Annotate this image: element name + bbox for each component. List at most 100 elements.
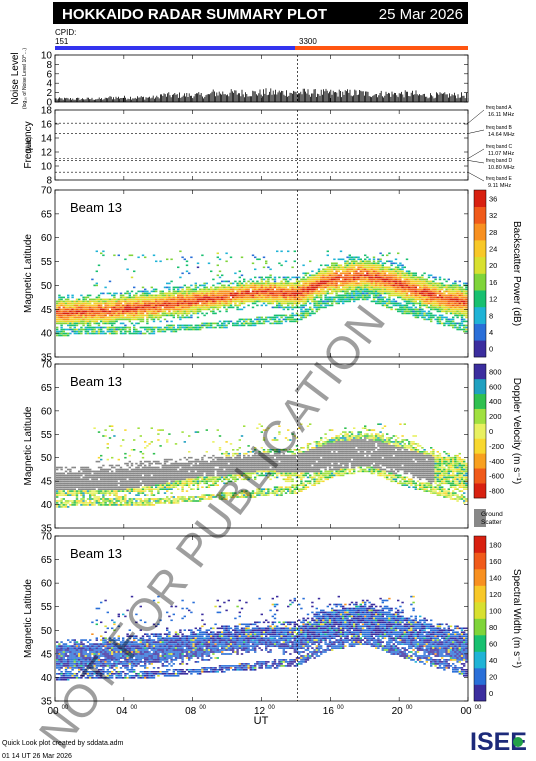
colorbar-tick-label: -200 [489,442,504,451]
colorbar-tick-label: 0 [489,427,493,436]
colorbar-swatch [474,223,486,241]
y-tick-label: 60 [41,579,53,590]
colorbar-swatch [474,618,486,636]
frequency-band-leader [467,129,485,134]
frequency-band-name: freq band B [486,125,513,131]
y-axis-label: Noise Level [10,52,21,104]
y-tick-label: 35 [41,353,53,364]
y-tick-label: 14 [41,134,53,145]
x-tick-sup: 00 [337,705,344,711]
beam-label: Beam 13 [70,374,122,389]
y-tick-label: 50 [41,281,53,292]
ground-scatter-label: Ground [481,511,503,518]
x-tick-sup: 00 [130,705,137,711]
frequency-band-value: 11.07 MHz [488,151,514,157]
colorbar-label: Backscatter Power (dB) [511,221,522,326]
colorbar-tick-label: 0 [489,345,493,354]
y-axis-label: Magnetic Latitude [23,579,34,658]
colorbar-swatch [474,684,486,702]
colorbar-tick-label: 4 [489,328,493,337]
y-tick-label: 65 [41,209,53,220]
y-tick-label: 10 [41,162,53,173]
frequency-band-name: freq band E [486,176,513,182]
colorbar-tick-label: 36 [489,194,497,203]
y-tick-label: 45 [41,477,53,488]
echo-field [56,595,468,681]
colorbar-frame [473,535,487,702]
colorbar-tick-label: 800 [489,367,502,376]
y-tick-label: 65 [41,555,53,566]
colorbar-swatch [474,569,486,586]
colorbar-swatch [474,240,486,258]
ground-scatter-label: Scatter [481,519,502,526]
colorbar-swatch [474,602,486,619]
colorbar-tick-label: 32 [489,211,497,220]
y-axis-unit: (MHz) [27,137,33,153]
colorbar-tick-label: 20 [489,261,497,270]
colorbar-tick-label: 100 [489,606,502,615]
colorbar-swatch [474,438,486,454]
x-tick-label: 16 [323,706,335,717]
y-axis-sublabel: (log₁₀ of Noise Level 10^…) [22,48,28,109]
colorbar-tick-label: 160 [489,557,502,566]
colorbar-tick-label: -400 [489,457,504,466]
colorbar-swatch [474,408,486,424]
doppler-velocity-panel: 35 40 45 50 55 60 65 70 Magnetic Latitude Beam 13… [23,360,522,535]
frequency-panel: 8 10 12 14 16 18 Frequency(MHz) freq band A16.1… [23,105,515,189]
y-tick-label: 35 [41,697,53,708]
colorbar-swatch [474,306,486,324]
colorbar-frame [473,189,487,358]
y-tick-label: 0 [46,98,52,109]
y-tick-label: 60 [41,406,53,417]
colorbar-tick-label: 120 [489,590,502,599]
colorbar-label: Spectral Width (m s⁻¹) [511,569,522,668]
colorbar-swatch [474,290,486,308]
frequency-band-value: 14.64 MHz [488,132,515,138]
y-tick-label: 12 [41,148,53,159]
cpid-value-second: 3300 [299,37,317,46]
colorbar-swatch [474,468,486,484]
y-tick-label: 50 [41,626,53,637]
y-tick-label: 35 [41,524,53,535]
colorbar-swatch [474,483,486,499]
frequency-band-leader [467,109,485,124]
colorbar-swatch [474,668,486,685]
cpid-value-first: 151 [55,37,69,46]
colorbar-swatch [474,393,486,409]
y-tick-label: 70 [41,532,53,543]
x-tick-sup: 00 [406,705,413,711]
y-tick-label: 55 [41,430,53,441]
x-tick-sup: 00 [199,705,206,711]
y-tick-label: 40 [41,500,53,511]
y-tick-label: 16 [41,120,53,131]
x-tick-label: 04 [116,706,128,717]
footer-timestamp: 01 14 UT 26 Mar 2026 [2,753,72,760]
colorbar-tick-label: 40 [489,656,497,665]
colorbar-tick-label: 600 [489,382,502,391]
colorbar-swatch [474,323,486,341]
colorbar-tick-label: 60 [489,639,497,648]
cpid-label: CPID: [55,28,76,37]
frequency-band-name: freq band D [486,158,513,164]
y-tick-label: 70 [41,360,53,371]
echo-field [56,423,468,508]
frequency-band-value: 16.11 MHz [488,112,514,118]
plot-title: HOKKAIDO RADAR SUMMARY PLOT [62,6,327,23]
colorbar-swatch [474,635,486,652]
x-tick-label: 20 [392,706,404,717]
y-tick-label: 55 [41,257,53,268]
colorbar-tick-label: 0 [489,689,493,698]
y-tick-label: 70 [41,186,53,197]
beam-label: Beam 13 [70,200,122,215]
x-tick-sup: 00 [62,705,69,711]
title-bar [53,2,468,24]
x-tick-label: 00 [460,706,472,717]
y-tick-label: 8 [46,60,52,71]
y-axis-label: Magnetic Latitude [23,234,34,313]
frequency-band-value: 9.11 MHz [488,183,511,189]
colorbar-frame [473,363,487,499]
colorbar-tick-label: 28 [489,228,497,237]
